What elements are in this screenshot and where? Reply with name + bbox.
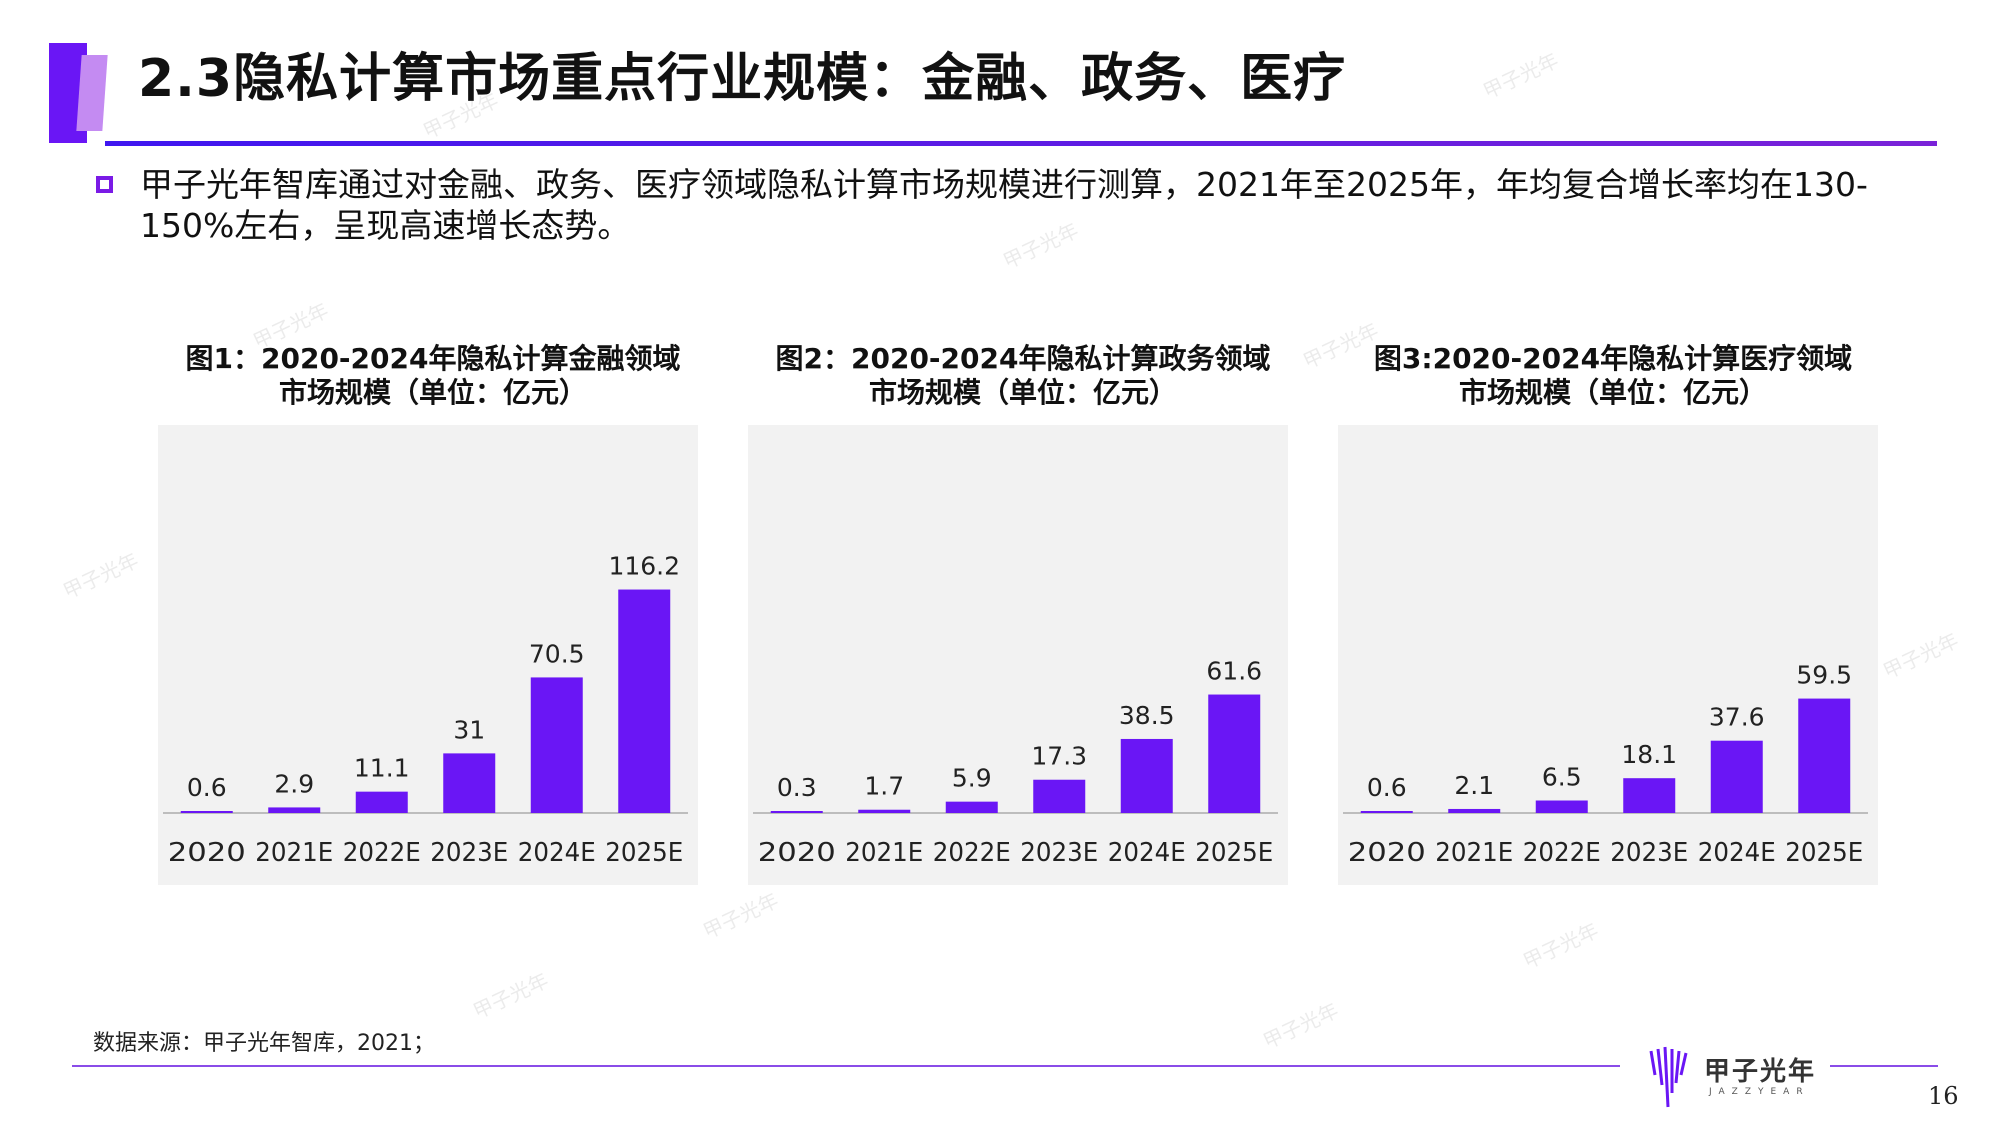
data-label: 59.5 bbox=[1796, 661, 1852, 690]
data-label: 11.1 bbox=[354, 754, 410, 783]
chart-3-title-line2: 市场规模（单位：亿元） bbox=[1458, 376, 1767, 409]
bar bbox=[1623, 778, 1676, 813]
data-label: 18.1 bbox=[1621, 740, 1677, 769]
bar bbox=[1448, 808, 1501, 813]
bar bbox=[945, 801, 998, 813]
bullet-text: 甲子光年智库通过对金融、政务、医疗领域隐私计算市场规模进行测算，2021年至20… bbox=[140, 165, 1868, 245]
watermark: 甲子光年 bbox=[1519, 918, 1602, 974]
x-tick-label: 2022E bbox=[343, 838, 421, 868]
data-label: 0.6 bbox=[1367, 773, 1407, 802]
watermark: 甲子光年 bbox=[469, 968, 552, 1024]
data-label: 70.5 bbox=[529, 639, 585, 668]
chart-2-title-line1: 图2：2020-2024年隐私计算政务领域 bbox=[775, 342, 1271, 375]
page-number: 16 bbox=[1928, 1082, 1959, 1110]
bar bbox=[268, 807, 321, 813]
data-label: 61.6 bbox=[1206, 657, 1262, 686]
bullet-square-icon bbox=[96, 176, 113, 193]
title-underline bbox=[105, 141, 1937, 146]
x-tick-label: 2025E bbox=[1785, 838, 1863, 868]
x-tick-label: 2021E bbox=[1435, 838, 1513, 868]
watermark: 甲子光年 bbox=[1259, 998, 1342, 1054]
x-tick-label: 2020 bbox=[758, 838, 836, 868]
data-label: 38.5 bbox=[1119, 701, 1175, 730]
data-label: 0.6 bbox=[187, 773, 227, 802]
brand-logo: 甲子光年 JAZZYEAR bbox=[1645, 1045, 1825, 1115]
bar bbox=[1208, 694, 1261, 813]
x-tick-label: 2023E bbox=[1020, 838, 1098, 868]
data-label: 37.6 bbox=[1709, 703, 1765, 732]
chart-1-title: 图1：2020-2024年隐私计算金融领域 市场规模（单位：亿元） bbox=[158, 342, 708, 410]
footer-rule-left bbox=[72, 1065, 1620, 1067]
chart-1-panel: 0.6 2020 2.9 2021E 11.1 2022E 31 2023E 70.5 2024E… bbox=[158, 425, 698, 885]
brand-logo-text: 甲子光年 bbox=[1704, 1057, 1817, 1087]
x-tick-label: 2022E bbox=[1523, 838, 1601, 868]
x-tick-label: 2024E bbox=[1698, 838, 1776, 868]
x-tick-label: 2023E bbox=[1610, 838, 1688, 868]
chart-2-panel: 0.3 2020 1.7 2021E 5.9 2022E 17.3 2023E 38.5 2024… bbox=[748, 425, 1288, 885]
x-tick-label: 2025E bbox=[605, 838, 683, 868]
brand-logo-icon bbox=[1649, 1046, 1688, 1108]
footer-rule-right bbox=[1830, 1065, 1938, 1067]
chart-1-svg: 0.6 2020 2.9 2021E 11.1 2022E 31 2023E 70.5 2024E… bbox=[163, 552, 688, 868]
data-label: 0.3 bbox=[777, 773, 817, 802]
watermark: 甲子光年 bbox=[699, 888, 782, 944]
bar bbox=[1535, 800, 1588, 813]
bar bbox=[530, 677, 583, 813]
x-tick-label: 2025E bbox=[1195, 838, 1273, 868]
chart-2-svg: 0.3 2020 1.7 2021E 5.9 2022E 17.3 2023E 38.5 2024… bbox=[753, 657, 1278, 868]
bar bbox=[770, 811, 823, 813]
bar bbox=[1798, 698, 1851, 813]
bar bbox=[180, 811, 233, 813]
x-tick-label: 2020 bbox=[1348, 838, 1426, 868]
watermark: 甲子光年 bbox=[1479, 48, 1562, 104]
chart-3-svg: 0.6 2020 2.1 2021E 6.5 2022E 18.1 2023E 37.6 2024… bbox=[1343, 661, 1868, 868]
bar bbox=[618, 589, 671, 813]
data-label: 17.3 bbox=[1031, 742, 1087, 771]
watermark: 甲子光年 bbox=[1879, 628, 1962, 684]
chart-3-panel: 0.6 2020 2.1 2021E 6.5 2022E 18.1 2023E 37.6 2024… bbox=[1338, 425, 1878, 885]
page-title: 2.3隐私计算市场重点行业规模：金融、政务、医疗 bbox=[138, 49, 1347, 109]
data-label: 31 bbox=[453, 715, 485, 744]
x-tick-label: 2021E bbox=[255, 838, 333, 868]
x-tick-label: 2024E bbox=[1108, 838, 1186, 868]
title-accent-bar-light bbox=[76, 55, 108, 131]
x-tick-label: 2022E bbox=[933, 838, 1011, 868]
data-label: 1.7 bbox=[864, 772, 904, 801]
chart-1-title-line2: 市场规模（单位：亿元） bbox=[278, 376, 587, 409]
bar bbox=[858, 809, 911, 813]
bar bbox=[1120, 738, 1173, 813]
data-label: 2.1 bbox=[1454, 771, 1494, 800]
watermark: 甲子光年 bbox=[59, 548, 142, 604]
bar bbox=[443, 753, 496, 813]
data-source-note: 数据来源：甲子光年智库，2021； bbox=[93, 1031, 435, 1056]
brand-logo-subtext: JAZZYEAR bbox=[1709, 1087, 1810, 1097]
chart-1-title-line1: 图1：2020-2024年隐私计算金融领域 bbox=[185, 342, 681, 375]
bar bbox=[1710, 740, 1763, 813]
data-label: 5.9 bbox=[952, 764, 992, 793]
data-label: 6.5 bbox=[1542, 763, 1582, 792]
chart-2-title-line2: 市场规模（单位：亿元） bbox=[868, 376, 1177, 409]
chart-3-title-line1: 图3:2020-2024年隐私计算医疗领域 bbox=[1373, 342, 1853, 375]
data-label: 2.9 bbox=[274, 769, 314, 798]
chart-2-title: 图2：2020-2024年隐私计算政务领域 市场规模（单位：亿元） bbox=[748, 342, 1298, 410]
x-tick-label: 2023E bbox=[430, 838, 508, 868]
x-tick-label: 2024E bbox=[518, 838, 596, 868]
bar bbox=[1033, 779, 1086, 813]
x-tick-label: 2020 bbox=[168, 838, 246, 868]
x-tick-label: 2021E bbox=[845, 838, 923, 868]
data-label: 116.2 bbox=[608, 552, 680, 581]
chart-3-title: 图3:2020-2024年隐私计算医疗领域 市场规模（单位：亿元） bbox=[1338, 342, 1888, 410]
bar bbox=[1360, 811, 1413, 813]
bar bbox=[355, 791, 408, 813]
